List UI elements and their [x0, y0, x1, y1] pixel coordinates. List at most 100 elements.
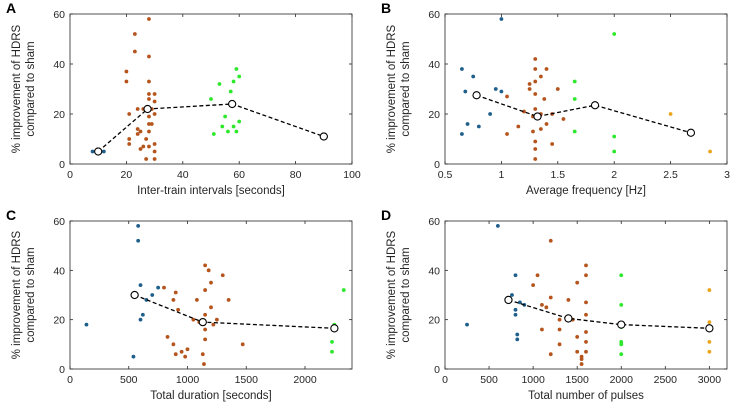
x-tick-label: 20 [121, 169, 133, 181]
data-point-yellow [707, 339, 712, 344]
data-point-orange [203, 337, 208, 342]
data-point-blue [495, 224, 500, 228]
panel-label: C [6, 207, 16, 223]
data-point-orange [516, 124, 521, 129]
data-point-orange [579, 357, 584, 362]
trend-marker [590, 101, 600, 110]
data-point-blue [460, 67, 464, 71]
data-point-orange [533, 107, 538, 111]
y-tick-label: 40 [53, 265, 65, 277]
data-point-orange [584, 300, 588, 305]
panel-a: 0 20 40 60 80 100 0 20 40 60 Inter-train intervals… [6, 0, 361, 197]
data-point-orange [209, 305, 213, 310]
data-point-orange [540, 302, 544, 307]
y-tick-label: 40 [428, 59, 440, 71]
data-point-green [612, 134, 617, 139]
data-point-orange [211, 322, 216, 327]
data-point-green [619, 352, 624, 357]
data-point-green [341, 288, 346, 292]
data-point-green [220, 124, 225, 129]
data-point-orange [209, 280, 213, 285]
data-point-orange [527, 82, 532, 86]
data-point-orange [124, 79, 129, 84]
data-point-blue [488, 112, 493, 116]
x-tick-label: 0.5 [438, 169, 453, 181]
data-point-orange [584, 273, 588, 278]
data-point-orange [531, 283, 536, 288]
data-point-blue [101, 149, 106, 154]
data-point-yellow [708, 149, 712, 154]
trend-marker [198, 317, 207, 327]
x-axis-label: Total duration [seconds] [150, 390, 271, 402]
trend-marker [686, 128, 696, 137]
data-point-orange [533, 147, 538, 151]
y-axis-label-line1: % improvement of HDRS [386, 24, 398, 153]
data-point-orange [132, 49, 137, 54]
data-point-orange [132, 32, 137, 36]
data-point-yellow [707, 349, 712, 354]
x-tick-label: 1500 [235, 374, 259, 386]
data-point-green [234, 67, 239, 71]
data-point-green [612, 149, 617, 154]
data-point-blue [499, 89, 504, 94]
data-point-green [231, 79, 236, 84]
data-point-orange [557, 327, 562, 332]
data-point-orange [533, 67, 538, 71]
data-point-orange [171, 298, 176, 302]
y-axis-label-line1: % improvement of HDRS [11, 230, 23, 359]
trend-marker [705, 324, 714, 333]
y-tick-label: 20 [428, 109, 440, 121]
data-point-orange [533, 92, 538, 96]
data-point-orange [548, 352, 553, 357]
y-tick-label: 20 [53, 109, 65, 121]
data-point-blue [138, 283, 143, 288]
x-tick-label: 500 [480, 374, 498, 386]
data-point-blue [136, 224, 141, 228]
data-point-blue [493, 87, 498, 91]
data-point-orange [165, 335, 170, 339]
x-axis-label: Total number of pulses [528, 390, 644, 402]
data-point-orange [127, 137, 132, 141]
y-tick-label: 0 [59, 159, 65, 171]
y-axis-label-line1: % improvement of HDRS [386, 230, 398, 359]
y-tick-label: 40 [428, 265, 440, 277]
data-point-green [226, 129, 230, 134]
data-point-orange [555, 87, 560, 91]
trend-marker [143, 104, 152, 114]
data-point-blue [140, 312, 145, 317]
data-point-green [619, 302, 624, 307]
data-point-green [572, 97, 577, 101]
data-point-orange [584, 263, 588, 268]
data-point-orange [147, 122, 151, 126]
data-point-orange [533, 139, 538, 144]
data-point-blue [515, 332, 520, 337]
y-axis-label-line2: compared to sham [25, 41, 37, 136]
data-point-green [330, 339, 334, 344]
data-point-blue [510, 293, 514, 297]
data-point-blue [90, 149, 95, 154]
axes-box [444, 220, 728, 370]
data-point-orange [152, 142, 157, 146]
x-tick-label: 1 [498, 169, 504, 181]
data-point-yellow [668, 112, 673, 116]
data-point-orange [544, 305, 549, 310]
data-point-orange [550, 142, 555, 146]
data-point-orange [533, 157, 538, 161]
x-tick-label: 2 [611, 169, 617, 181]
x-tick-label: 40 [177, 169, 189, 181]
x-tick-label: 500 [120, 374, 138, 386]
data-point-orange [557, 317, 562, 322]
data-point-orange [533, 79, 538, 84]
data-point-orange [171, 342, 176, 347]
data-point-orange [135, 127, 140, 131]
data-point-orange [584, 349, 588, 354]
data-point-orange [584, 312, 588, 317]
data-point-blue [476, 124, 481, 129]
data-point-blue [136, 238, 141, 243]
x-tick-label: 3 [724, 169, 730, 181]
data-point-green [572, 79, 577, 84]
x-axis-label: Average frequency [Hz] [526, 185, 646, 197]
data-point-yellow [707, 320, 712, 325]
trend-marker [227, 99, 237, 109]
